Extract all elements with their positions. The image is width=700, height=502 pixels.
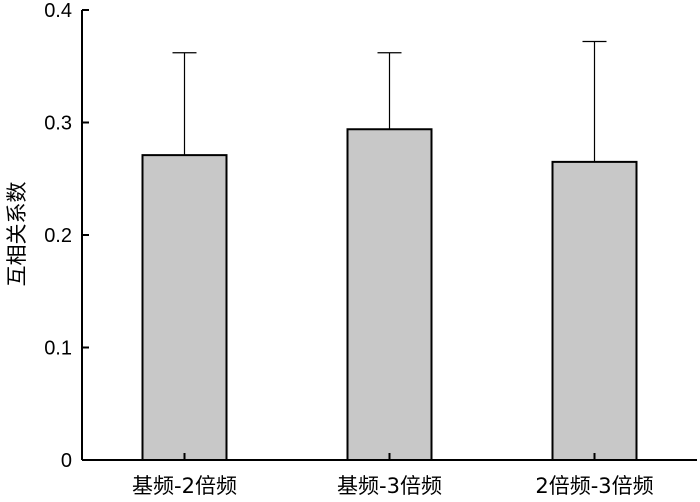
y-axis-label: 互相关系数 bbox=[5, 182, 29, 287]
y-tick-label: 0.1 bbox=[44, 338, 72, 360]
x-tick-label: 基频-3倍频 bbox=[337, 474, 442, 498]
x-tick-label: 基频-2倍频 bbox=[132, 474, 237, 498]
y-tick-label: 0.2 bbox=[44, 225, 72, 247]
bar bbox=[141, 154, 228, 461]
bar bbox=[551, 160, 638, 461]
x-tick-label: 2倍频-3倍频 bbox=[535, 474, 653, 498]
error-bars bbox=[172, 40, 607, 162]
y-tick-label: 0 bbox=[61, 450, 72, 472]
bar bbox=[346, 128, 433, 461]
y-tick-label: 0.4 bbox=[44, 0, 72, 22]
x-tick-labels: 基频-2倍频 基频-3倍频 2倍频-3倍频 bbox=[132, 453, 654, 498]
bars bbox=[141, 128, 638, 461]
y-ticks: 0 0.1 0.2 0.3 0.4 bbox=[44, 0, 89, 472]
y-tick-label: 0.3 bbox=[44, 113, 72, 135]
